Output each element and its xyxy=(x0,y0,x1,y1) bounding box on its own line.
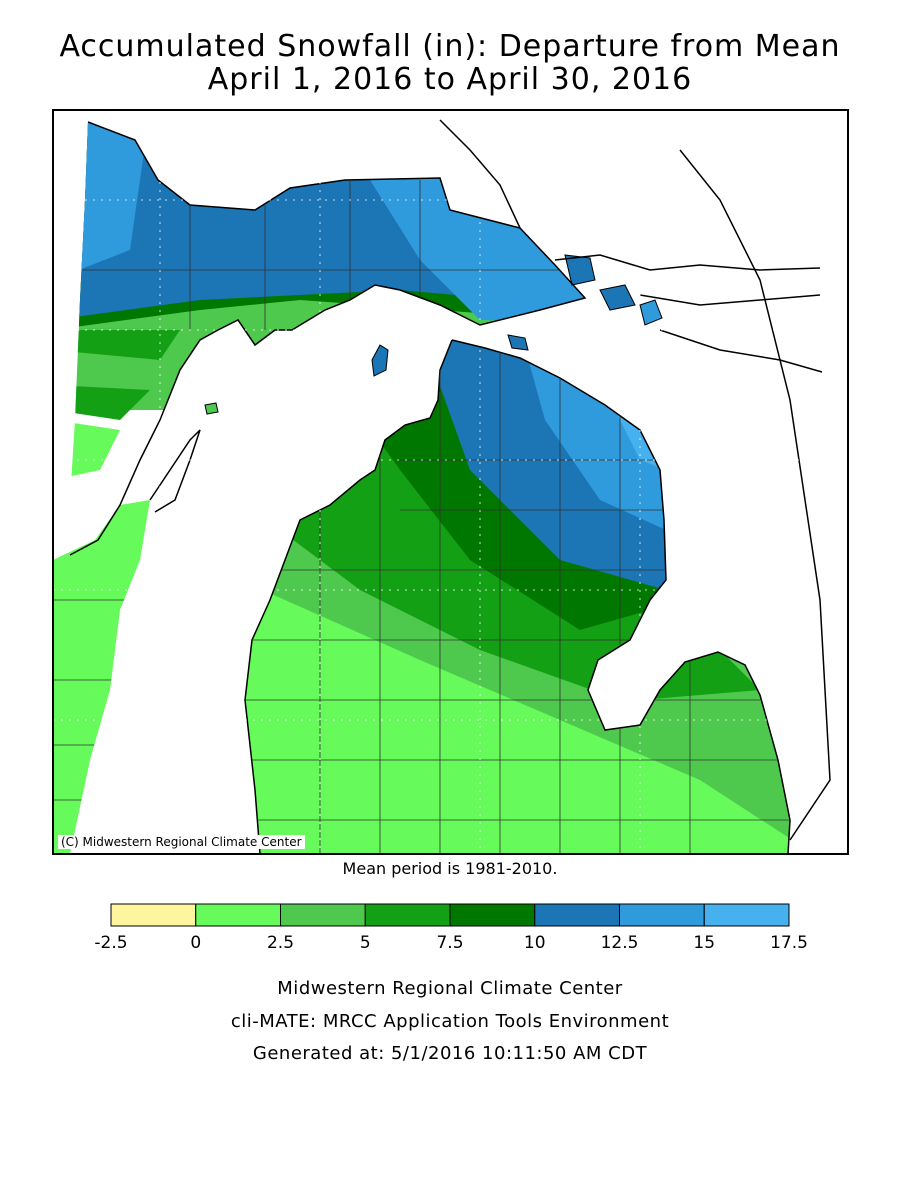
footer-app: cli-MATE: MRCC Application Tools Environ… xyxy=(230,1011,670,1032)
island xyxy=(639,299,663,326)
legend-swatch xyxy=(110,903,197,927)
legend-tick-label: 17.5 xyxy=(770,933,808,953)
legend-swatch xyxy=(449,903,536,927)
mean-period-note: Mean period is 1981-2010. xyxy=(342,859,558,878)
footer-org: Midwestern Regional Climate Center xyxy=(277,978,623,999)
footer-generated: Generated at: 5/1/2016 10:11:50 AM CDT xyxy=(252,1043,648,1064)
legend-swatch xyxy=(619,903,705,927)
wisconsin-bands xyxy=(53,500,150,854)
map-frame xyxy=(52,109,849,855)
legend-tick-label: 7.5 xyxy=(436,933,464,953)
legend-tick-label: 10 xyxy=(523,933,546,953)
island xyxy=(371,344,389,377)
copyright-credit: (C) Midwestern Regional Climate Center xyxy=(58,835,305,849)
legend-tick-label: 0 xyxy=(190,933,202,953)
legend-tick-label: 2.5 xyxy=(266,933,295,953)
island xyxy=(204,402,219,415)
legend-swatch xyxy=(364,903,451,927)
legend-tick-label: -2.5 xyxy=(94,933,128,953)
map-title: Accumulated Snowfall (in): Departure fro… xyxy=(59,29,841,64)
legend-swatch xyxy=(195,903,281,927)
island xyxy=(599,284,636,311)
island xyxy=(507,334,529,351)
legend-tick-label: 12.5 xyxy=(600,933,639,953)
map-subtitle: April 1, 2016 to April 30, 2016 xyxy=(207,62,693,97)
legend-swatch xyxy=(534,903,620,927)
lower-peninsula-bands xyxy=(245,340,790,854)
legend-swatch xyxy=(703,903,790,927)
coastlines xyxy=(69,119,831,854)
legend-tick-label: 5 xyxy=(359,933,371,953)
color-legend xyxy=(110,903,790,927)
legend-swatch xyxy=(280,903,366,927)
legend-tick-label: 15 xyxy=(693,933,716,953)
